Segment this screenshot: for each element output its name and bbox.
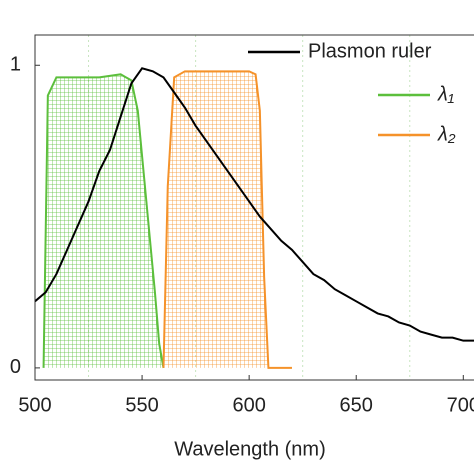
- x-tick-label: 500: [18, 394, 51, 416]
- y-tick-label: 1: [10, 54, 21, 76]
- line: [162, 70, 292, 369]
- x-tick-label: 550: [125, 394, 158, 416]
- area-fill: [43, 74, 164, 368]
- legend-label: λ₂: [437, 123, 456, 145]
- x-axis-label: Wavelength (nm): [174, 438, 326, 460]
- legend-label: Plasmon ruler: [308, 40, 432, 62]
- legend-label: λ₁: [437, 83, 454, 105]
- x-tick-label: 650: [340, 394, 373, 416]
- line: [34, 67, 474, 342]
- area-fill: [163, 71, 292, 368]
- x-tick-label: 600: [232, 394, 265, 416]
- y-tick-label: 0: [10, 356, 21, 378]
- line: [42, 73, 165, 369]
- plot-frame: [34, 34, 474, 381]
- x-tick-label: 700: [447, 394, 474, 416]
